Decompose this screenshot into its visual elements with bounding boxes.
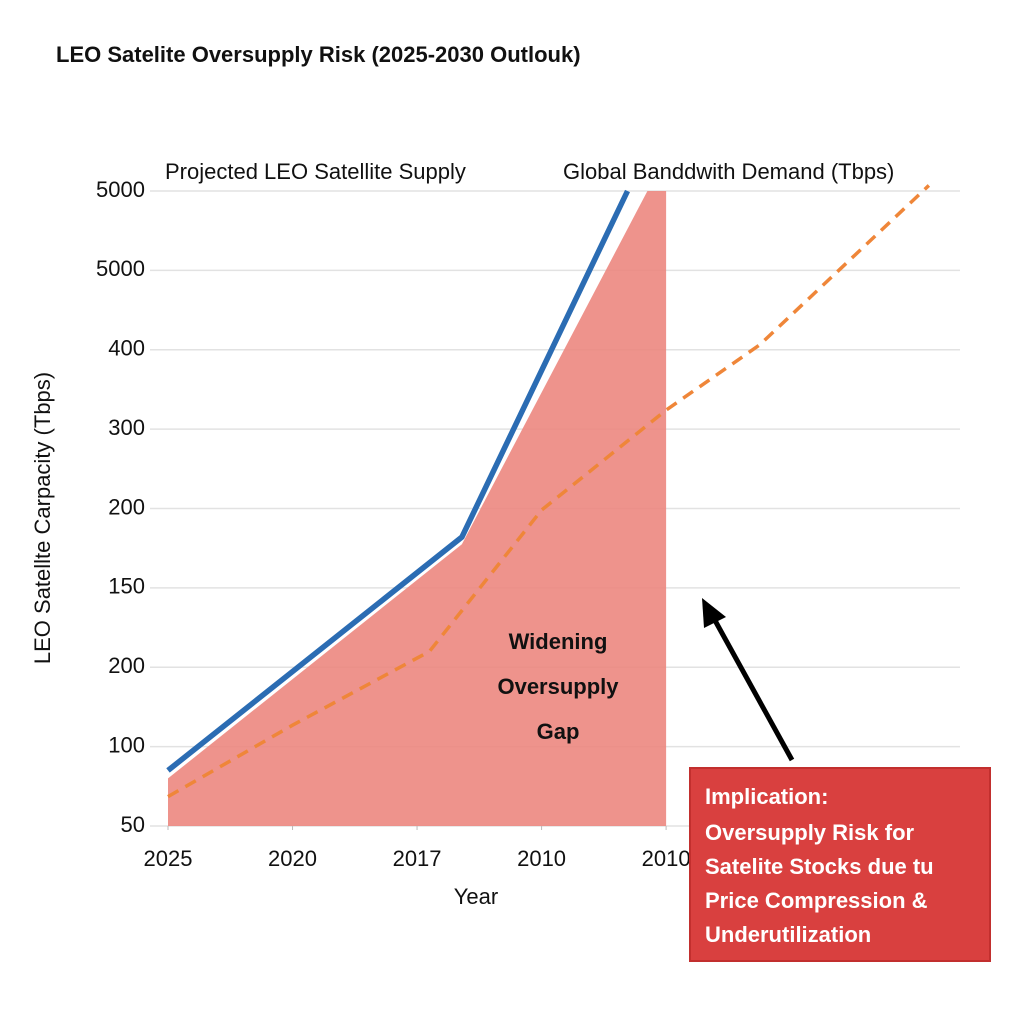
arrow-head xyxy=(702,598,726,628)
callout-line: Price Compression & xyxy=(705,888,928,913)
legend-label: Global Banddwith Demand (Tbps) xyxy=(563,159,894,184)
annotation-line: Widening xyxy=(509,629,608,654)
callout-line: Satelite Stocks due tu xyxy=(705,854,934,879)
x-tick-label: 2010 xyxy=(642,846,691,871)
gap-area xyxy=(168,191,667,826)
x-tick-label: 2017 xyxy=(393,846,442,871)
y-tick-label: 150 xyxy=(108,574,145,599)
x-axis-title: Year xyxy=(454,884,498,909)
x-tick-label: 2025 xyxy=(144,846,193,871)
series-line xyxy=(166,189,630,773)
y-tick-label: 200 xyxy=(108,494,145,519)
series-line xyxy=(167,184,931,799)
x-tick-label: 2010 xyxy=(517,846,566,871)
legend-label: Projected LEO Satellite Supply xyxy=(165,159,466,184)
callout-title: Implication: xyxy=(705,784,828,809)
arrow xyxy=(709,613,795,762)
x-tick-label: 2020 xyxy=(268,846,317,871)
y-axis-title: LEO Satellte Carpacity (Tbps) xyxy=(30,372,55,664)
annotation: Widening Oversupply Gap xyxy=(497,629,619,744)
y-tick-label: 200 xyxy=(108,653,145,678)
annotation-line: Oversupply xyxy=(497,674,619,699)
y-tick-label: 5000 xyxy=(96,177,145,202)
y-tick-label: 100 xyxy=(108,732,145,757)
callout-box xyxy=(689,767,991,962)
y-tick-label: 400 xyxy=(108,336,145,361)
callout-line: Oversupply Risk for xyxy=(705,820,915,845)
y-tick-label: 300 xyxy=(108,415,145,440)
y-tick-label: 50 xyxy=(121,812,145,837)
callout-line: Underutilization xyxy=(705,922,871,947)
chart-title: LEO Satelite Oversupply Risk (2025-2030 … xyxy=(56,42,581,67)
annotation-line: Gap xyxy=(537,719,580,744)
y-tick-label: 5000 xyxy=(96,256,145,281)
